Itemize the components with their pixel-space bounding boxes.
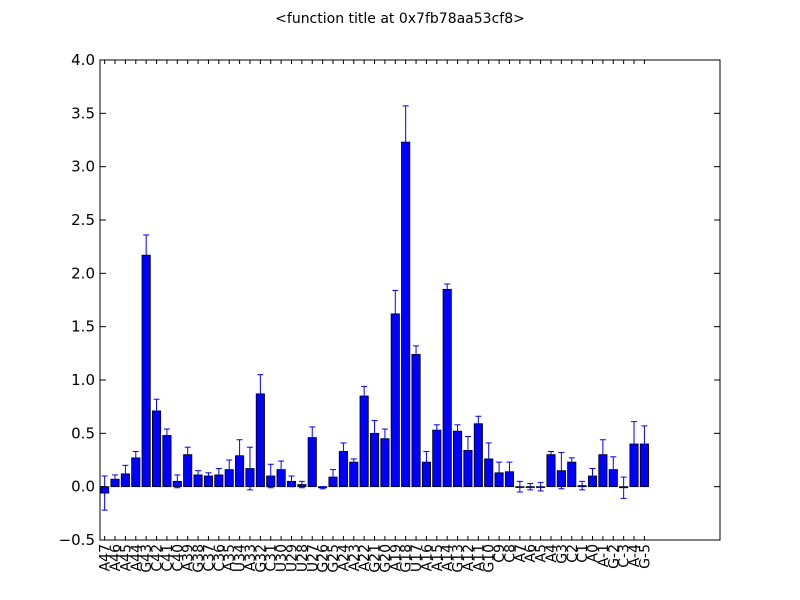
- x-tick-label: G3: [554, 544, 570, 564]
- y-tick-label: 3.0: [71, 158, 95, 176]
- x-tick-label: A44: [129, 544, 145, 571]
- x-tick-label: C9: [492, 544, 508, 563]
- y-tick-label: 0.5: [71, 424, 95, 442]
- bar-A19: [390, 313, 400, 488]
- bar-C41: [162, 435, 172, 488]
- x-tick-label: U27: [305, 544, 321, 572]
- y-tick-label: 2.5: [71, 211, 95, 229]
- bar-G43: [141, 254, 151, 488]
- bar-A22: [359, 395, 369, 488]
- y-tick-label: 1.0: [71, 371, 95, 389]
- x-tick-label: C40: [170, 544, 186, 572]
- error-bars-group: [101, 105, 648, 511]
- x-tick-label: C36: [212, 544, 228, 572]
- x-tick-label: G-2: [606, 544, 622, 569]
- x-tick-label: A12: [461, 544, 477, 571]
- y-tick-labels: −0.5 0.0 0.5 1.0 1.5 2.0 2.5 3.0 3.5 4.0: [59, 51, 95, 549]
- x-tick-label: G38: [191, 544, 207, 573]
- x-tick-label: A0: [586, 544, 602, 562]
- x-tick-label: U28: [295, 544, 311, 572]
- x-tick-label: A-4: [627, 544, 643, 567]
- x-tick-label: G26: [316, 544, 332, 573]
- x-tick-label: A22: [357, 544, 373, 571]
- x-tick-label: G32: [253, 544, 269, 573]
- x-tick-label: A39: [181, 544, 197, 571]
- x-tick-label: C42: [150, 544, 166, 572]
- y-tick-label: 0.0: [71, 478, 95, 496]
- x-tick-label: G13: [451, 544, 467, 573]
- x-tick-label: U34: [233, 544, 249, 572]
- x-tick-label: G43: [139, 544, 155, 573]
- x-tick-label: C-3: [617, 544, 633, 568]
- y-tick-label: 3.5: [71, 104, 95, 122]
- x-tick-label: A19: [388, 544, 404, 571]
- bar-A11: [473, 423, 483, 488]
- x-tick-labels: A47A46A45A44G43C42C41C40A39G38C37C36A35U…: [98, 544, 654, 573]
- x-tick-label: A6: [523, 544, 539, 563]
- x-tick-label: A5: [534, 544, 550, 562]
- x-tick-label: G21: [368, 544, 384, 573]
- bar-G18: [401, 141, 411, 488]
- x-tick-label: U29: [284, 544, 300, 572]
- x-tick-label: A24: [336, 544, 352, 571]
- chart-title: <function title at 0x7fb78aa53cf8>: [275, 11, 525, 27]
- x-tick-label: G20: [378, 544, 394, 573]
- x-tick-label: C31: [264, 544, 280, 572]
- x-tick-label: C41: [160, 544, 176, 572]
- x-tick-label: U17: [409, 544, 425, 572]
- x-tick-label: A45: [118, 544, 134, 571]
- ticks-group: [100, 59, 720, 541]
- x-tick-label: U30: [274, 544, 290, 572]
- y-tick-label: 4.0: [71, 51, 95, 69]
- bar-A15: [432, 429, 442, 488]
- x-tick-label: G-5: [637, 544, 653, 569]
- bar-A14: [442, 288, 452, 488]
- x-tick-label: C8: [502, 544, 518, 563]
- x-tick-label: G25: [326, 544, 342, 573]
- x-tick-label: A-1: [596, 544, 612, 567]
- x-tick-label: G10: [482, 544, 498, 573]
- x-tick-label: C1: [575, 544, 591, 563]
- x-tick-label: C2: [565, 544, 581, 563]
- x-tick-label: A47: [98, 544, 114, 571]
- x-tick-label: C37: [201, 544, 217, 572]
- bar-U17: [411, 353, 421, 488]
- bar-A4: [546, 454, 556, 488]
- y-tick-label: 1.5: [71, 318, 95, 336]
- x-tick-label: A4: [544, 544, 560, 563]
- x-tick-label: A15: [430, 544, 446, 571]
- x-tick-label: A14: [440, 544, 456, 571]
- x-tick-label: A33: [243, 544, 259, 571]
- x-tick-label: A35: [222, 544, 238, 571]
- x-tick-label: A46: [108, 544, 124, 571]
- x-tick-label: A7: [513, 544, 529, 562]
- y-tick-label: −0.5: [59, 531, 95, 549]
- y-tick-label: 2.0: [71, 264, 95, 282]
- x-tick-label: A16: [419, 544, 435, 571]
- plot-frame: [99, 59, 721, 541]
- x-tick-label: A11: [471, 544, 487, 571]
- x-tick-label: A23: [347, 544, 363, 571]
- bar-G13: [453, 430, 463, 488]
- x-tick-label: G18: [399, 544, 415, 573]
